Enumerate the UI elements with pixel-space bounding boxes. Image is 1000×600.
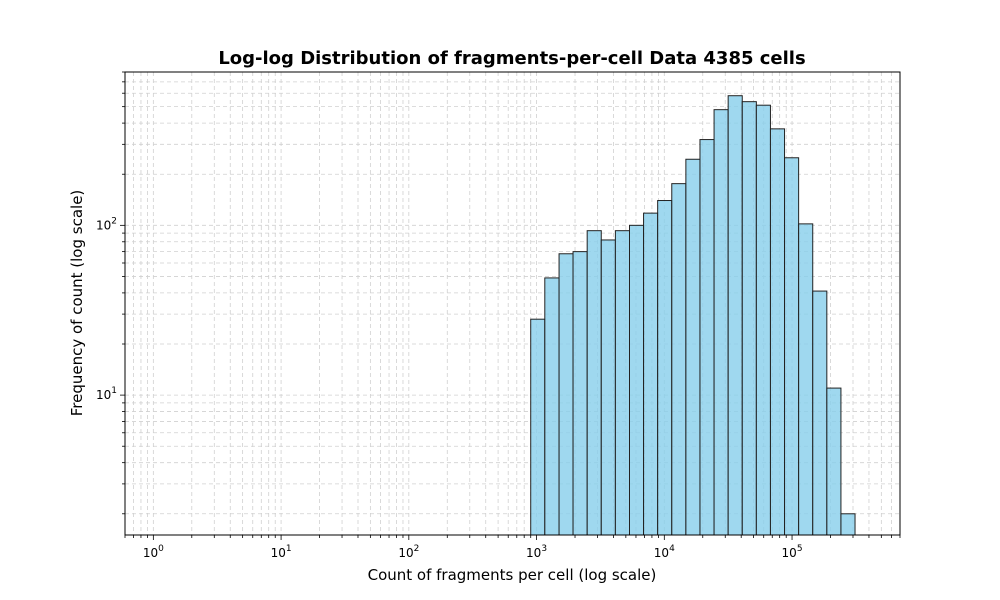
- histogram-bar: [643, 212, 659, 536]
- histogram-bar: [727, 95, 743, 536]
- plot-frame: [124, 71, 901, 536]
- histogram-bar: [741, 101, 757, 536]
- axis-ticks: [120, 71, 901, 540]
- y-tick-label: 101: [96, 386, 117, 402]
- histogram-bars: [530, 95, 856, 536]
- histogram-bar: [600, 239, 616, 536]
- histogram-bar: [572, 251, 588, 536]
- chart-title: Log-log Distribution of fragments-per-ce…: [218, 48, 805, 69]
- histogram-bar: [544, 277, 560, 536]
- x-tick-label: 103: [526, 544, 547, 560]
- x-tick-label: 100: [143, 544, 164, 560]
- histogram-bar: [826, 387, 842, 536]
- histogram-bar: [629, 224, 645, 536]
- x-tick-label: 105: [782, 544, 803, 560]
- histogram-bar: [713, 109, 729, 536]
- x-tick-label: 102: [398, 544, 419, 560]
- histogram-bar: [558, 253, 574, 536]
- x-tick-labels: 100 101 102 103 104 105: [143, 544, 803, 560]
- histogram-bar: [671, 183, 687, 536]
- histogram-bar: [699, 139, 715, 536]
- y-axis-label: Frequency of count (log scale): [68, 190, 86, 417]
- histogram-bar: [614, 230, 631, 536]
- histogram-bar: [755, 104, 771, 536]
- histogram-bar: [769, 128, 786, 536]
- histogram-bar: [530, 318, 546, 536]
- histogram-bar: [840, 513, 856, 536]
- x-axis-label: Count of fragments per cell (log scale): [368, 566, 657, 584]
- y-tick-label: 102: [96, 216, 117, 232]
- x-tick-label: 104: [654, 544, 675, 560]
- histogram-bar: [812, 290, 828, 536]
- histogram-bar: [586, 230, 602, 536]
- histogram-bar: [784, 157, 800, 536]
- histogram-bar: [798, 223, 814, 536]
- x-tick-label: 101: [271, 544, 292, 560]
- histogram-bar: [685, 158, 701, 536]
- y-tick-labels: 101 102: [96, 216, 117, 402]
- histogram-bar: [657, 200, 673, 536]
